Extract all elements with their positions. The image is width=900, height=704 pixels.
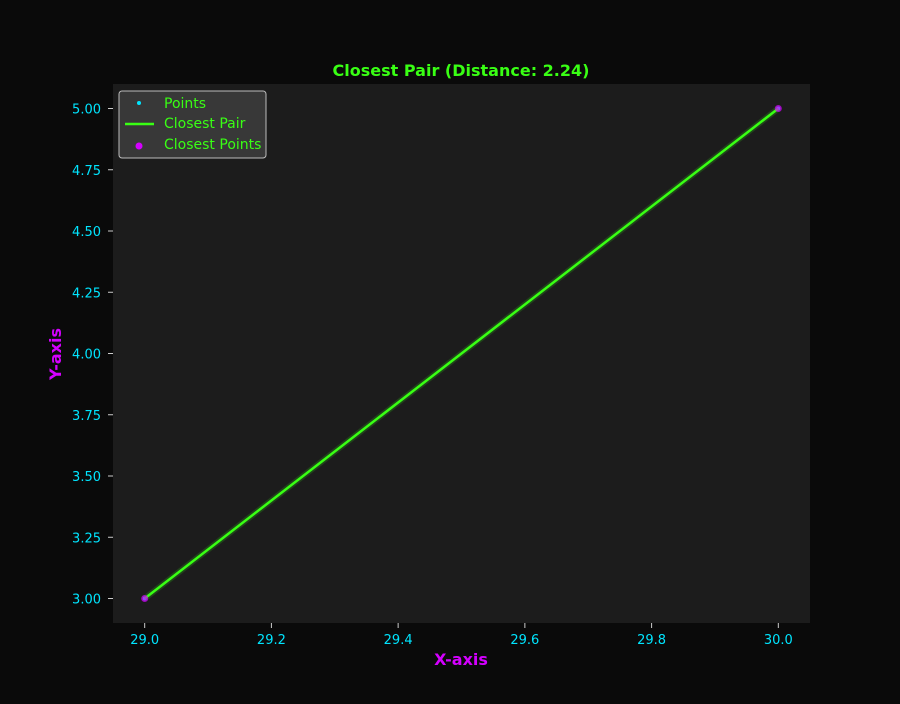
y-tick-label: 4.25 — [72, 286, 101, 301]
x-tick-label: 29.4 — [384, 633, 413, 648]
chart-marks — [141, 105, 782, 602]
closest-pair-line — [143, 107, 780, 600]
x-tick-label: 29.2 — [257, 633, 286, 648]
y-tick-label: 3.75 — [72, 409, 101, 424]
y-tick-label: 4.50 — [72, 225, 101, 240]
y-tick-label: 3.00 — [72, 593, 101, 608]
legend-marker-points — [137, 101, 141, 105]
closest-points-marker — [774, 105, 782, 112]
x-axis-label: X-axis — [434, 650, 488, 669]
x-axis-ticks: 29.0 29.2 29.4 29.6 29.8 30.0 — [130, 623, 793, 648]
legend-box — [118, 90, 267, 159]
y-axis-ticks: 3.00 3.25 3.50 3.75 4.00 4.25 4.50 4.75 5.00 — [72, 103, 113, 608]
y-tick-label: 3.25 — [72, 531, 101, 546]
legend: Points Closest Pair Closest Points — [118, 90, 267, 159]
closest-points-marker — [141, 595, 149, 602]
y-axis-label: Y-axis — [46, 328, 65, 381]
x-tick-label: 29.8 — [637, 633, 666, 648]
legend-marker-closest-points — [135, 142, 143, 150]
y-tick-label: 3.50 — [72, 470, 101, 485]
x-tick-label: 30.0 — [764, 633, 793, 648]
y-tick-label: 4.75 — [72, 164, 101, 179]
x-tick-label: 29.0 — [130, 633, 159, 648]
y-tick-label: 4.00 — [72, 348, 101, 363]
legend-label-closest-pair: Closest Pair — [164, 116, 246, 132]
y-tick-label: 5.00 — [72, 103, 101, 118]
chart-title: Closest Pair (Distance: 2.24) — [333, 61, 590, 80]
legend-label-closest-points: Closest Points — [164, 137, 261, 153]
legend-label-points: Points — [164, 96, 206, 112]
x-tick-label: 29.6 — [510, 633, 539, 648]
